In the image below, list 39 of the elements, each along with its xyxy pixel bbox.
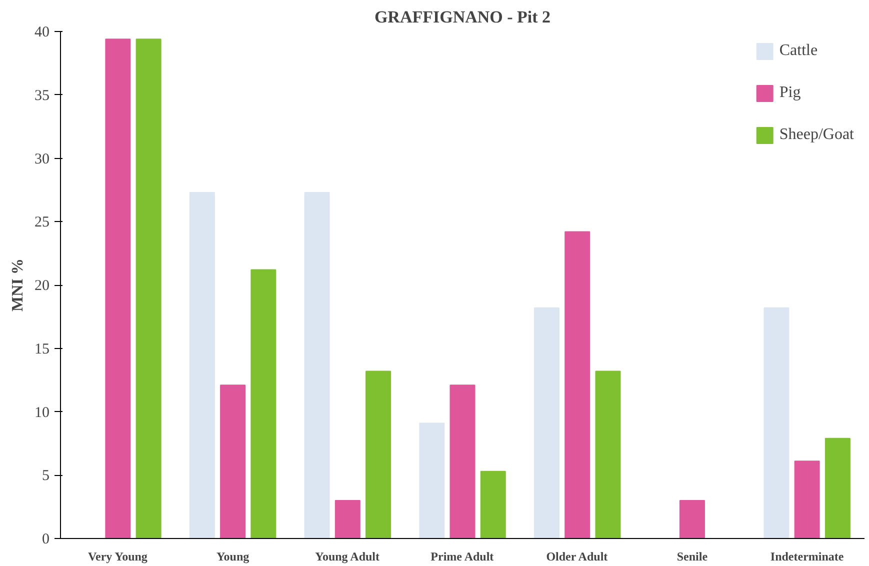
bar: [824, 438, 850, 538]
bar: [220, 384, 246, 538]
x-tick-label: Very Young: [88, 550, 148, 564]
x-tick-label: Senile: [676, 550, 708, 564]
bar: [419, 422, 445, 538]
bar: [595, 370, 621, 538]
bar: [564, 231, 590, 538]
legend-label: Pig: [779, 84, 801, 102]
y-tick-label: 30: [34, 151, 50, 168]
y-tick-label: 25: [34, 214, 50, 231]
legend-label: Cattle: [779, 42, 818, 60]
y-tick-label: 0: [42, 532, 50, 548]
y-tick-label: 40: [34, 24, 50, 40]
y-tick-label: 10: [34, 404, 50, 421]
y-axis-title: MNI %: [10, 258, 26, 312]
x-tick-label: Indeterminate: [770, 550, 844, 564]
bar: [450, 384, 476, 538]
bar: [334, 500, 360, 538]
legend-label: Sheep/Goat: [779, 126, 854, 144]
x-tick-label: Prime Adult: [430, 550, 494, 564]
x-tick-label: Young Adult: [315, 550, 380, 564]
y-tick-label: 35: [34, 88, 50, 104]
x-tick-label: Older Adult: [546, 550, 608, 564]
bar: [480, 470, 506, 538]
bar: [534, 307, 560, 538]
bar: [304, 192, 330, 538]
bar: [764, 307, 790, 538]
y-tick-label: 15: [34, 341, 50, 358]
chart-title: GRAFFIGNANO - Pit 2: [374, 8, 551, 26]
y-tick-label: 20: [34, 278, 50, 294]
bar: [136, 38, 162, 538]
bar: [105, 38, 131, 538]
bar: [794, 460, 820, 538]
bar: [366, 370, 392, 538]
bar: [679, 500, 705, 538]
bar: [189, 192, 215, 538]
bar: [250, 269, 276, 538]
x-tick-label: Young: [216, 550, 250, 564]
y-tick-label: 5: [42, 468, 50, 484]
